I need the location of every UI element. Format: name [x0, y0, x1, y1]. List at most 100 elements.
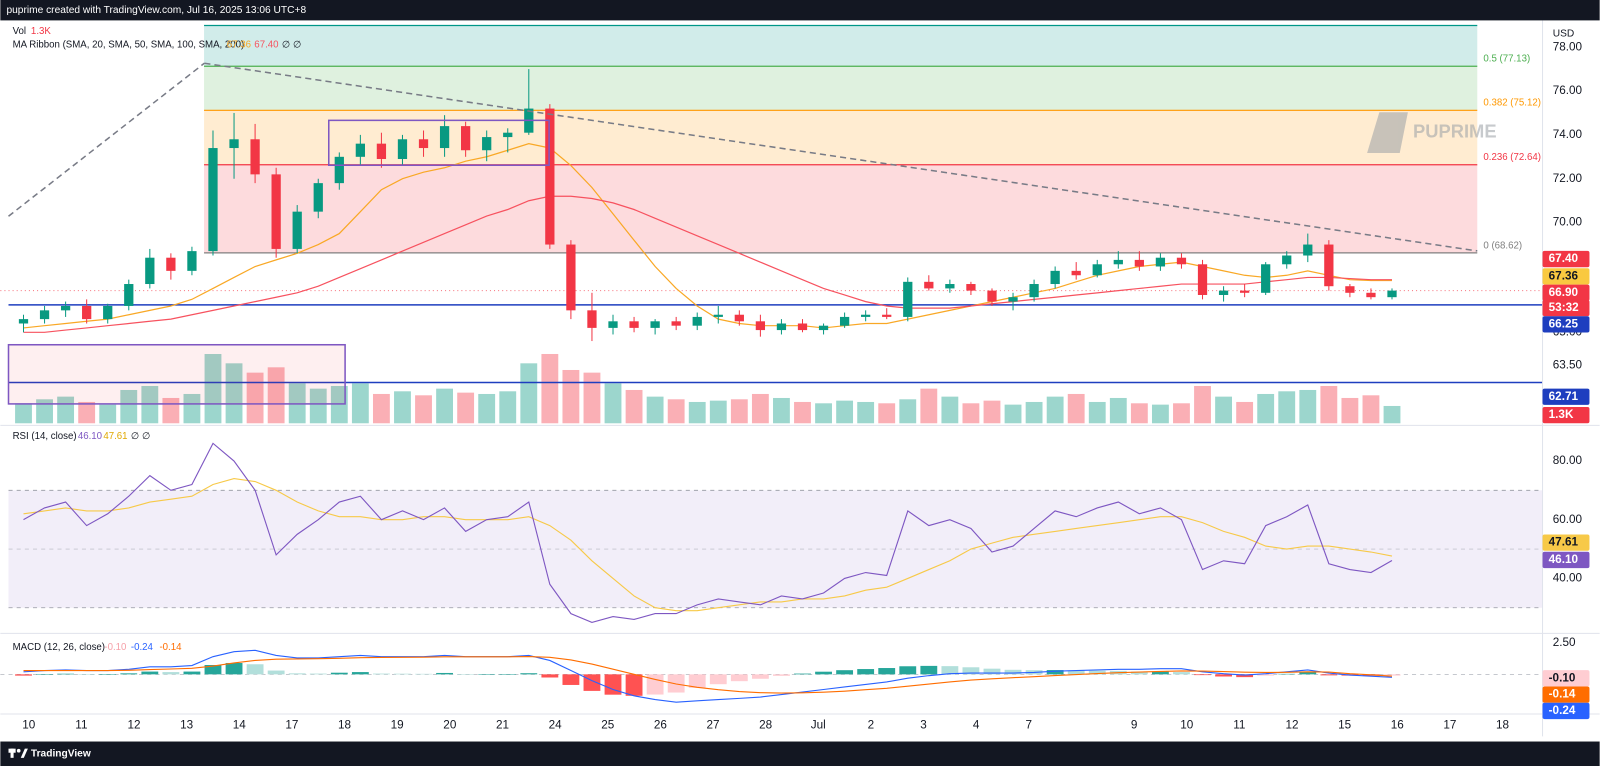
candle-body: [1092, 264, 1102, 276]
histogram-bar: [246, 664, 264, 675]
axis-badge-label: 67.36: [1549, 270, 1579, 283]
legend-name: MA Ribbon (SMA, 20, SMA, 50, SMA, 100, S…: [13, 39, 245, 50]
axis-badge: [1542, 406, 1590, 424]
candle-body: [882, 314, 892, 317]
candle-body: [271, 174, 281, 249]
candle-body: [1366, 292, 1376, 298]
histogram-bar: [1278, 673, 1296, 675]
indicator-line: [23, 649, 1393, 703]
candle-body: [945, 284, 955, 289]
volume-bar: [667, 399, 685, 424]
histogram-bar: [57, 673, 75, 675]
volume-bar: [1130, 403, 1148, 424]
volume-bar: [1299, 389, 1317, 424]
volume-bar: [436, 388, 454, 424]
histogram-bar: [15, 674, 32, 676]
volume-bar: [1278, 391, 1296, 424]
volume-bar: [962, 403, 980, 424]
candle-body: [166, 257, 176, 271]
y-tick-label: 72.00: [1553, 172, 1583, 185]
x-tick-label: 16: [1391, 718, 1404, 731]
volume-bar: [1109, 397, 1127, 424]
axis-badge: [1542, 702, 1590, 720]
volume-bar: [1341, 397, 1359, 424]
candle-body: [1113, 259, 1123, 265]
candle-body: [1050, 270, 1060, 285]
x-tick-label: 14: [233, 718, 247, 731]
x-tick-label: 18: [338, 718, 352, 731]
histogram-bar: [372, 673, 390, 675]
x-tick-label: 26: [654, 718, 667, 731]
candle-body: [1029, 284, 1039, 298]
histogram-bar: [288, 673, 306, 675]
histogram-bar: [562, 674, 580, 685]
legend-value: -0.14: [159, 642, 182, 653]
volume-bar: [751, 393, 769, 424]
volume-bar: [36, 399, 53, 424]
y-tick-label: 2.50: [1553, 636, 1576, 649]
candle-body: [1387, 290, 1397, 298]
histogram-bar: [1320, 674, 1338, 676]
indicator-line: [23, 477, 1393, 612]
candle-body: [1008, 297, 1018, 302]
legend-value: 47.61: [103, 431, 127, 442]
legend-value: ∅ ∅: [131, 431, 151, 442]
candle-body: [861, 314, 871, 317]
axis-badge-label: 62.71: [1549, 390, 1579, 403]
y-tick-label: 80.00: [1553, 454, 1583, 467]
candle-body: [692, 316, 702, 326]
histogram-bar: [457, 674, 475, 675]
candle-body: [1176, 257, 1187, 265]
watermark-text: PUPRIME: [1413, 120, 1497, 141]
histogram-bar: [836, 670, 854, 675]
volume-bar: [1046, 396, 1064, 424]
candle-body: [503, 132, 513, 138]
candle-body: [924, 281, 934, 289]
volume-bar: [709, 400, 727, 424]
histogram-bar: [625, 674, 643, 696]
axis-badge: [1542, 268, 1590, 285]
candle-body: [60, 305, 71, 311]
volume-bar: [1088, 401, 1106, 424]
y-tick-label: 78.00: [1553, 40, 1583, 53]
candle-body: [124, 284, 134, 306]
candle-body: [797, 323, 808, 331]
header-text: puprime created with TradingView.com, Ju…: [6, 5, 306, 16]
axis-badge: [1542, 299, 1590, 317]
x-tick-label: 28: [759, 718, 773, 731]
x-tick-label: 10: [1180, 718, 1194, 731]
volume-bar: [1320, 385, 1338, 424]
histogram-bar: [1130, 671, 1148, 675]
histogram-bar: [751, 674, 769, 679]
histogram-bar: [541, 674, 559, 678]
candle-body: [439, 126, 450, 149]
histogram-bar: [688, 674, 706, 688]
volume-bar: [415, 395, 432, 424]
histogram-bar: [1299, 672, 1317, 675]
x-tick-label: 11: [75, 718, 87, 731]
histogram-bar: [267, 670, 285, 675]
badge-layer: 67.40 67.36 66.90 53:32 66.25 62.71 1.3K 47.61 4…: [1542, 250, 1590, 720]
fib-label: 0.236 (72.64): [1483, 152, 1541, 163]
fib-label: 0.5 (77.13): [1483, 54, 1530, 65]
trend-line: [8, 62, 205, 217]
x-tick-label: 12: [128, 718, 141, 731]
volume-bar: [983, 400, 1001, 424]
candle-body: [1282, 255, 1292, 265]
volume-bar: [836, 400, 854, 424]
x-tick-label: 20: [443, 718, 457, 731]
x-tick-label: 4: [973, 718, 980, 731]
volume-bar: [1383, 405, 1401, 424]
candle-body: [1197, 264, 1208, 295]
candle-body: [1155, 257, 1166, 267]
volume-bar: [1004, 404, 1022, 424]
x-tick-label: 10: [22, 718, 36, 731]
candle-body: [1134, 259, 1144, 267]
candle-body: [1303, 244, 1313, 256]
volume-bar: [351, 383, 369, 424]
volume-bar: [899, 399, 917, 424]
candle-body: [987, 290, 997, 302]
candle-body: [208, 148, 218, 252]
candle-body: [376, 143, 387, 160]
histogram-bar: [309, 673, 327, 675]
